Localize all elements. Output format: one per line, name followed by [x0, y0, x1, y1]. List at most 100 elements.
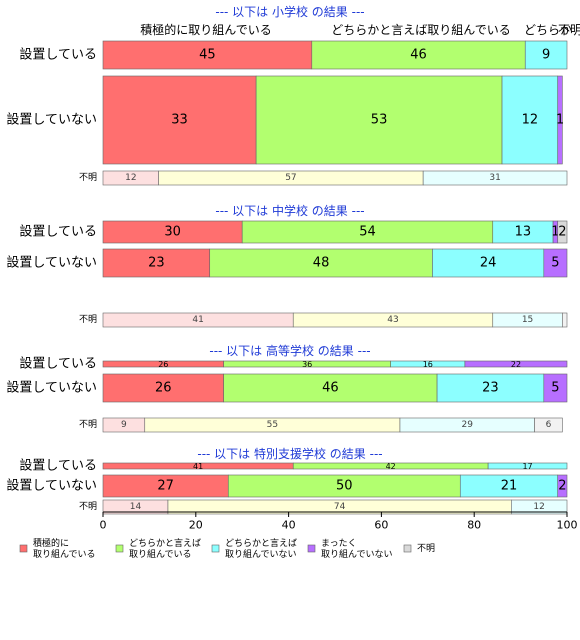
- bar-segment-1-0-4: [557, 220, 568, 244]
- bar-segment-0-2-2: [422, 170, 568, 186]
- legend-label-2-1: 取り組んでいない: [225, 548, 297, 560]
- legend-swatch-2: [211, 544, 220, 553]
- segment-label-0-2-1: 57: [285, 173, 296, 183]
- bar-segment-2-2-4: [534, 417, 563, 433]
- legend-label-0-0: 積極的に: [33, 537, 69, 549]
- segment-label-0-2-2: 31: [489, 173, 500, 183]
- header-label-0: 積極的に取り組んでいる: [140, 22, 271, 37]
- row-label-2-0: 設置している: [19, 356, 97, 372]
- bar-segment-3-1-3: [557, 474, 568, 498]
- segment-label-1-0-4: 2: [558, 225, 566, 240]
- row-label-3-1: 設置していない: [6, 478, 97, 494]
- bar-segment-2-1-0: [102, 373, 224, 403]
- row-label-1-0: 設置している: [19, 224, 97, 240]
- legend-swatch-1: [115, 544, 124, 553]
- segment-label-2-2-0: 9: [121, 420, 127, 430]
- bar-segment-3-2-2: [511, 499, 568, 515]
- bar-segment-1-1-2: [432, 248, 545, 278]
- segment-label-0-1-1: 53: [371, 113, 388, 128]
- bar-segment-0-0-1: [311, 40, 526, 70]
- segment-label-1-1-1: 48: [313, 256, 330, 271]
- segment-label-1-2-1: 43: [387, 315, 398, 325]
- segment-label-0-0-1: 46: [410, 48, 427, 63]
- section-title-0: --- 以下は 小学校 の結果 ---: [215, 4, 364, 19]
- segment-label-3-1-2: 21: [501, 479, 518, 494]
- legend-label-4: 不明: [417, 543, 435, 554]
- segment-label-1-1-2: 24: [480, 256, 497, 271]
- x-tick-label-1: 20: [189, 519, 203, 532]
- segment-label-2-1-1: 46: [322, 381, 339, 396]
- x-tick-label-5: 100: [557, 519, 578, 532]
- bar-segment-1-2-4: [562, 312, 568, 328]
- section-title-1: --- 以下は 中学校 の結果 ---: [215, 203, 364, 218]
- segment-label-0-1-0: 33: [171, 113, 188, 128]
- row-label-3-0: 設置している: [19, 458, 97, 474]
- segment-label-3-1-3: 2: [558, 479, 566, 494]
- bar-segment-2-0-3: [464, 360, 568, 368]
- bar-segment-1-1-1: [209, 248, 433, 278]
- segment-label-0-1-2: 12: [522, 113, 539, 128]
- segment-label-0-2-0: 12: [125, 173, 136, 183]
- segment-label-1-2-0: 41: [192, 315, 203, 325]
- row-label-2-1: 設置していない: [6, 380, 97, 396]
- segment-label-2-2-2: 29: [462, 420, 474, 430]
- legend-label-1-0: どちらかと言えば: [129, 537, 201, 549]
- segment-label-1-0-3: 1: [551, 225, 559, 240]
- segment-label-1-0-1: 54: [359, 225, 376, 240]
- legend-label-2-0: どちらかと言えば: [225, 537, 297, 549]
- legend-label-0-1: 取り組んでいる: [33, 548, 96, 560]
- segment-label-2-0-1: 36: [302, 360, 312, 369]
- segment-label-3-0-0: 41: [193, 462, 203, 471]
- row-label-1-2: 不明: [79, 314, 97, 325]
- segment-label-2-1-3: 5: [551, 381, 559, 396]
- segment-label-1-1-0: 23: [148, 256, 165, 271]
- bar-segment-1-1-3: [543, 248, 568, 278]
- segment-label-1-0-0: 30: [164, 225, 181, 240]
- bar-segment-0-1-0: [102, 75, 257, 165]
- section-title-2: --- 以下は 高等学校 の結果 ---: [209, 343, 370, 358]
- segment-label-3-2-1: 74: [334, 502, 346, 512]
- segment-label-0-1-3: 1: [556, 113, 564, 128]
- segment-label-2-2-4: 6: [546, 420, 552, 430]
- segment-label-1-2-2: 15: [522, 315, 533, 325]
- segment-label-3-1-1: 50: [336, 479, 353, 494]
- section-title-3: --- 以下は 特別支援学校 の結果 ---: [197, 446, 382, 461]
- header-label-3: 不明: [558, 23, 580, 37]
- segment-label-2-1-0: 26: [155, 381, 172, 396]
- row-label-0-0: 設置している: [19, 47, 97, 63]
- segment-label-1-0-2: 13: [515, 225, 532, 240]
- x-tick-label-2: 40: [282, 519, 296, 532]
- bar-segment-2-1-1: [223, 373, 438, 403]
- bar-segment-0-1-2: [501, 75, 559, 165]
- x-tick-label-0: 0: [100, 519, 107, 532]
- segment-label-0-0-0: 45: [199, 48, 216, 63]
- segment-label-3-0-1: 42: [386, 462, 396, 471]
- bar-segment-0-0-2: [524, 40, 568, 70]
- legend-label-3-1: 取り組んでいない: [321, 548, 393, 560]
- segment-label-1-1-3: 5: [551, 256, 559, 271]
- segment-label-2-0-0: 26: [158, 360, 168, 369]
- x-tick-label-3: 60: [374, 519, 388, 532]
- header-label-2: どちらか: [524, 23, 572, 37]
- segment-label-2-0-3: 22: [511, 360, 521, 369]
- segment-label-3-2-2: 12: [533, 502, 544, 512]
- legend-label-1-1: 取り組んでいる: [129, 548, 192, 560]
- row-label-0-2: 不明: [79, 172, 97, 183]
- bar-segment-0-1-3: [557, 75, 563, 165]
- segment-label-3-1-0: 27: [157, 479, 174, 494]
- bar-segment-1-1-0: [102, 248, 211, 278]
- segment-label-3-0-2: 17: [522, 462, 532, 471]
- bar-segment-2-1-3: [543, 373, 568, 403]
- legend-swatch-3: [307, 544, 316, 553]
- segment-label-2-2-1: 55: [267, 420, 278, 430]
- bar-segment-0-1-1: [255, 75, 503, 165]
- row-label-3-2: 不明: [79, 501, 97, 512]
- row-label-1-1: 設置していない: [6, 255, 97, 271]
- bar-segment-3-0-2: [487, 462, 568, 470]
- segment-label-2-1-2: 23: [482, 381, 499, 396]
- segment-label-2-0-2: 16: [423, 360, 433, 369]
- header-label-1: どちらかと言えば取り組んでいる: [331, 23, 510, 37]
- segment-label-3-2-0: 14: [130, 502, 142, 512]
